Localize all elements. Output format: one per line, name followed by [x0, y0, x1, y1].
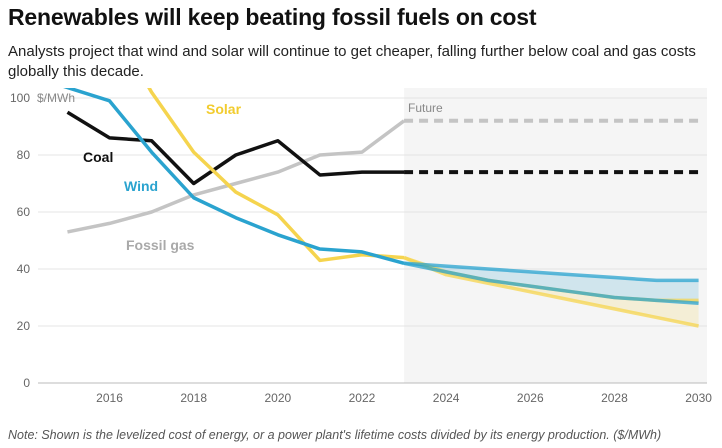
y-tick-label: 60: [17, 205, 31, 219]
y-unit-label: $/MWh: [37, 91, 75, 105]
series-lines: [63, 88, 699, 328]
projection-bands: [404, 257, 699, 326]
fossil-gas-series-label: Fossil gas: [126, 237, 195, 253]
x-tick-label: 2030: [685, 391, 712, 405]
future-shading: [404, 88, 707, 383]
y-tick-label: 100: [10, 91, 30, 105]
fossil-gas-line: [67, 119, 406, 234]
x-tick-label: 2016: [96, 391, 123, 405]
x-tick-label: 2018: [180, 391, 207, 405]
x-tick-label: 2022: [349, 391, 376, 405]
coal-line: [66, 110, 405, 186]
y-tick-label: 20: [17, 319, 31, 333]
coal-series-label: Coal: [83, 149, 113, 165]
future-label: Future: [408, 101, 443, 115]
wind-series-label: Wind: [124, 178, 158, 194]
y-tick-label: 40: [17, 262, 31, 276]
gridlines: [38, 97, 707, 384]
wind-projection-high: [403, 261, 699, 283]
wind-line: [63, 88, 405, 265]
tick-labels: 0 20 40 60 80 100 2016 2018 2020 2022 2024 2026 2028…: [10, 91, 712, 405]
solar-line: [147, 88, 405, 263]
y-tick-label: 0: [23, 376, 30, 390]
x-tick-label: 2026: [517, 391, 544, 405]
wind-projection-low: [403, 261, 699, 305]
chart-subtitle: Analysts project that wind and solar wil…: [8, 43, 696, 80]
x-tick-label: 2020: [264, 391, 291, 405]
wind-projection-band: [404, 263, 699, 304]
solar-projection-low: [403, 255, 699, 328]
chart-title: Renewables will keep beating fossil fuel…: [8, 4, 537, 30]
solar-series-label: Solar: [206, 101, 242, 117]
series-labels: Fossil gas Coal Solar Wind: [83, 101, 242, 253]
solar-projection-band: [404, 257, 699, 326]
line-chart: 0 20 40 60 80 100 2016 2018 2020 2022 2024 2026 2028…: [10, 88, 712, 405]
x-tick-label: 2024: [433, 391, 460, 405]
x-tick-label: 2028: [601, 391, 628, 405]
y-tick-label: 80: [17, 148, 31, 162]
chart-note: Note: Shown is the levelized cost of ene…: [8, 428, 662, 442]
